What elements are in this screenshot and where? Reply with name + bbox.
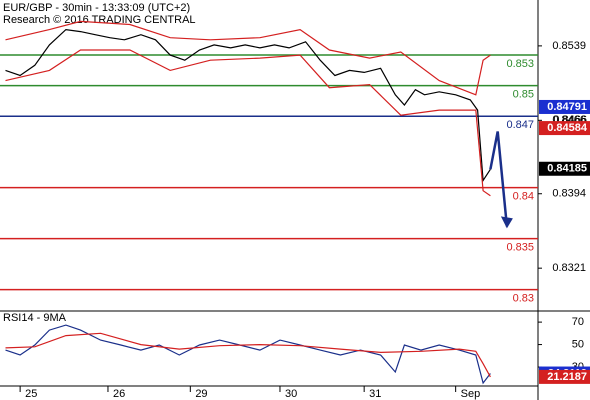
price-tag-label: 0.84791: [547, 101, 587, 113]
x-tick-label: 26: [113, 388, 125, 400]
price-tag: [539, 369, 590, 384]
x-tick-label: 30: [285, 388, 297, 400]
x-tick-label: 25: [25, 388, 37, 400]
series-line: [5, 324, 491, 385]
x-tick-label: 31: [369, 388, 381, 400]
y-tick-label: 0.8321: [552, 262, 586, 274]
level-label: 0.835: [506, 242, 534, 254]
series-line: [489, 131, 509, 227]
level-label: 0.85: [513, 89, 534, 101]
series-line: [5, 332, 491, 378]
price-tag-label: 0.84584: [547, 122, 588, 134]
y-tick-label: 0.8394: [552, 188, 586, 200]
series-line: [5, 49, 491, 197]
price-tag: [539, 99, 590, 114]
level-label: 0.84: [513, 191, 534, 203]
price-tag: [539, 121, 590, 136]
level-label: 0.853: [506, 58, 534, 70]
price-tag-label: 21.2187: [547, 371, 587, 383]
series-line: [5, 28, 491, 183]
x-tick-label: Sep: [461, 388, 481, 400]
level-label: 0.847: [506, 119, 534, 131]
y-tick-label: 0.8539: [552, 40, 586, 52]
chart-title: EUR/GBP - 30min - 13:33:09 (UTC+2): [3, 2, 190, 14]
rsi-title: RSI14 - 9MA: [3, 312, 67, 324]
x-tick-label: 29: [195, 388, 207, 400]
price-tag-label: 0.84185: [547, 163, 587, 175]
price-tag: [539, 161, 590, 176]
chart-subtitle: Research © 2016 TRADING CENTRAL: [3, 14, 196, 26]
level-label: 0.83: [513, 292, 534, 304]
y-tick-label: 70: [572, 316, 584, 328]
y-tick-label: 50: [572, 338, 584, 350]
arrow-head: [500, 216, 513, 229]
series-line: [5, 20, 491, 96]
